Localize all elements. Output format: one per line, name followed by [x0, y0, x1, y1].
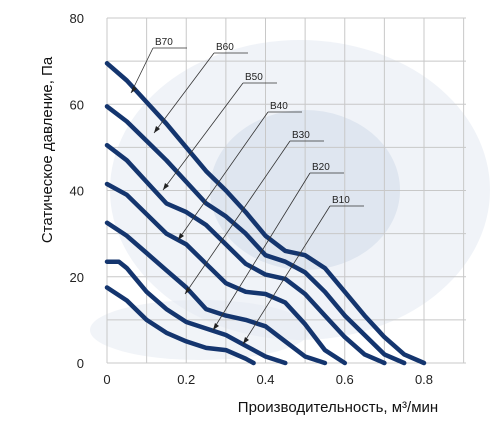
series-label-b50: B50: [245, 72, 263, 83]
callout-arrowhead: [131, 86, 137, 93]
callout-leader-line: [184, 140, 291, 295]
series-line-b20: [104, 259, 288, 366]
series-line-b60: [104, 104, 407, 366]
series-line-b50: [104, 142, 387, 366]
series-line-b40: [104, 181, 348, 366]
series-label-b10: B10: [332, 195, 350, 206]
callout-leader-line: [212, 172, 311, 331]
callout-arrowhead: [185, 287, 191, 294]
tick-labels: 0 0.2 0.4 0.6 0.8 0 20 40 60 80: [70, 11, 434, 387]
background-fan-image: [90, 40, 490, 360]
callout-leader-line: [130, 47, 154, 94]
y-tick-label: 0: [77, 356, 84, 371]
y-tick-label: 40: [70, 184, 84, 199]
y-axis-title: Статическое давление, Па: [39, 56, 56, 243]
series-label-b30: B30: [292, 130, 310, 141]
callout-arrowhead: [243, 337, 249, 344]
series-line-b30: [104, 220, 328, 366]
series-label-b70: B70: [155, 37, 173, 48]
y-tick-label: 20: [70, 270, 84, 285]
x-axis-title: Производительность, м³/мин: [238, 399, 438, 416]
x-tick-label: 0.6: [336, 372, 354, 387]
series-line-b70: [104, 61, 427, 366]
x-tick-label: 0.4: [256, 372, 274, 387]
callout-leader-line: [242, 205, 331, 345]
x-tick-label: 0.8: [415, 372, 433, 387]
x-tick-label: 0: [103, 372, 110, 387]
series-callouts: B70 B60 B50 B40 B30 B20 B10: [130, 37, 364, 345]
series-line-b10: [104, 285, 256, 366]
callout-leader-line: [177, 111, 269, 241]
callout-leader-line: [162, 82, 244, 191]
y-tick-label: 60: [70, 97, 84, 112]
series-label-b60: B60: [216, 42, 234, 53]
watermark-shape: [90, 300, 310, 360]
callout-leader-line: [153, 52, 215, 134]
callout-arrowhead: [154, 126, 160, 133]
callout-arrowhead: [213, 323, 219, 330]
callout-arrowhead: [178, 233, 184, 240]
callout-arrowhead: [163, 183, 169, 190]
series-label-b40: B40: [270, 101, 288, 112]
series-label-b20: B20: [312, 162, 330, 173]
series-lines: [104, 61, 427, 366]
x-tick-label: 0.2: [177, 372, 195, 387]
y-tick-label: 80: [70, 11, 84, 26]
